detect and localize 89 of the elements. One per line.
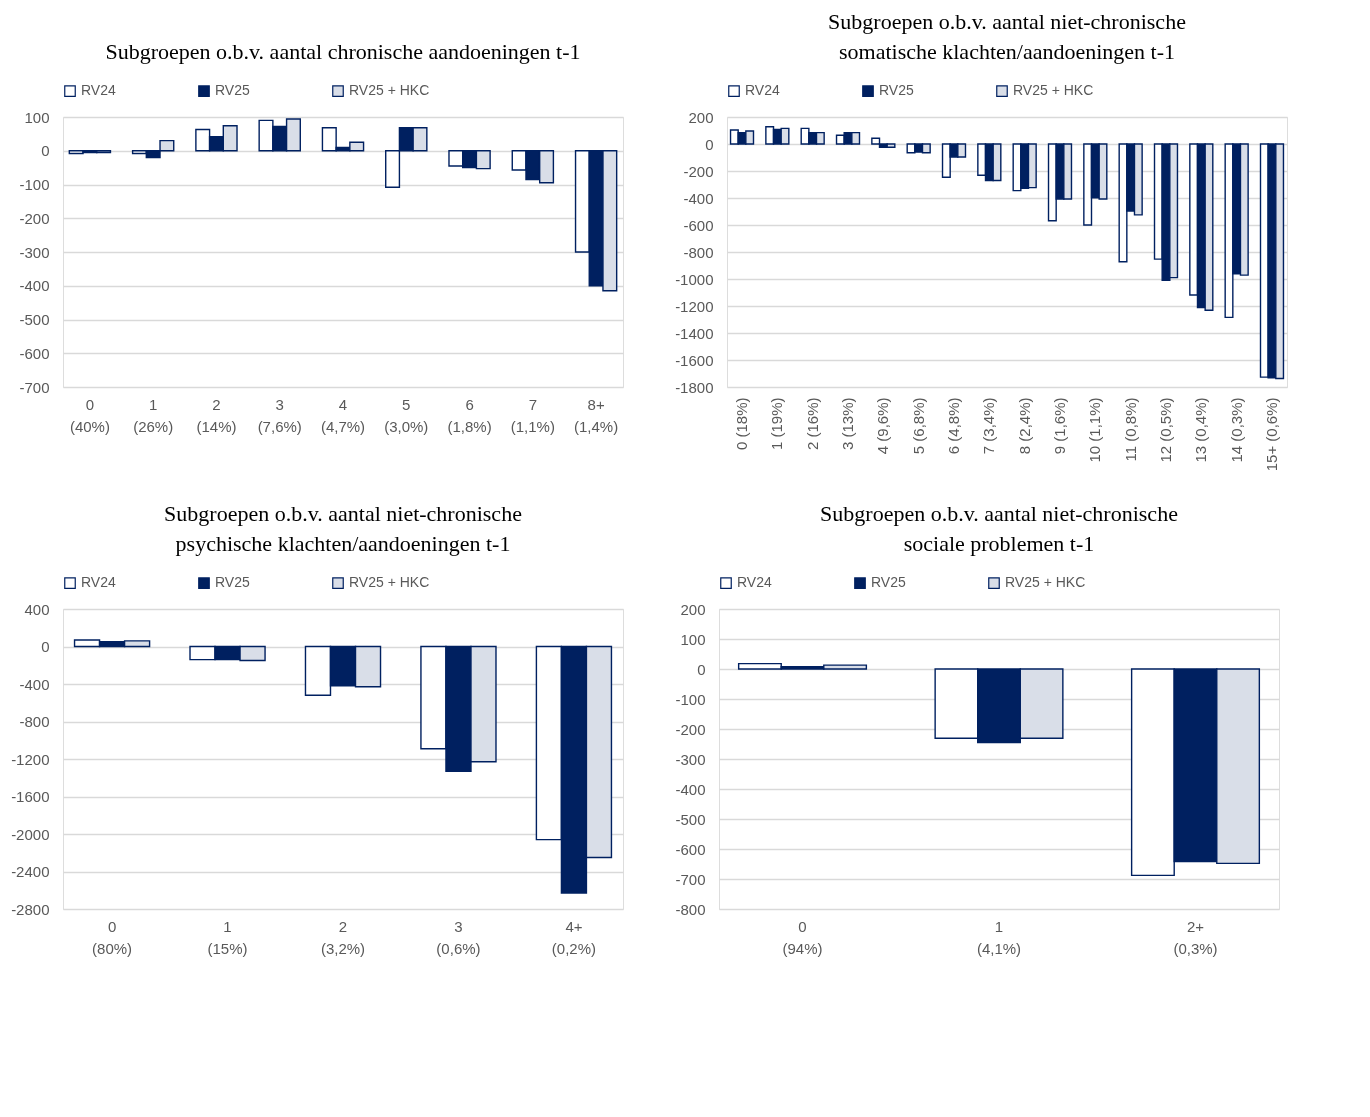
x-tick-label: 1 (26%) bbox=[133, 395, 174, 435]
x-tick-label: 2+ (0,3%) bbox=[1173, 917, 1218, 957]
x-tick-label: 1 (4,1%) bbox=[976, 917, 1022, 957]
y-tick-label: 400 bbox=[24, 600, 50, 618]
y-tick-label: 200 bbox=[688, 108, 714, 126]
y-tick-label: 0 bbox=[41, 142, 50, 160]
y-tick-label: -400 bbox=[675, 780, 706, 798]
y-tick-label: 0 bbox=[705, 135, 714, 153]
x-tick-label: 3 (7,6%) bbox=[257, 395, 302, 435]
x-tick-label: 2 (3,2%) bbox=[320, 917, 366, 957]
y-tick-label: -400 bbox=[19, 675, 50, 693]
x-tick-label: 1 (15%) bbox=[207, 917, 248, 957]
x-tick-label: 15+ (0,6%) bbox=[1262, 397, 1280, 472]
x-tick-label: 0 (18%) bbox=[733, 397, 751, 451]
x-tick-label: 5 (6,8%) bbox=[909, 397, 927, 455]
y-tick-label: -800 bbox=[675, 900, 706, 918]
x-tick-label: 13 (0,4%) bbox=[1192, 397, 1210, 463]
x-tick-label: 3 (13%) bbox=[839, 397, 857, 451]
y-tick-label: -200 bbox=[683, 162, 714, 180]
y-tick-label: -1400 bbox=[675, 324, 714, 342]
x-tick-label: 9 (1,6%) bbox=[1051, 397, 1068, 455]
legend-label: RV24 bbox=[745, 82, 780, 99]
y-tick-label: -500 bbox=[19, 311, 50, 328]
x-tick-label: 4 (4,7%) bbox=[320, 395, 366, 435]
y-tick-label: -1800 bbox=[675, 378, 714, 396]
y-tick-label: 0 bbox=[41, 638, 50, 655]
y-tick-label: -400 bbox=[683, 189, 714, 207]
x-tick-label: 5 (3,0%) bbox=[384, 395, 429, 435]
chart-title: Subgroepen o.b.v. aantal niet-chronische somatische klachten/aandoeningen t-1 bbox=[828, 9, 1186, 64]
y-tick-label: -100 bbox=[675, 690, 706, 708]
y-tick-label: 100 bbox=[680, 630, 706, 648]
y-tick-label: -600 bbox=[675, 840, 706, 858]
x-tick-label: 2 (16%) bbox=[803, 397, 821, 451]
x-tick-label: 2 (14%) bbox=[196, 395, 237, 435]
y-tick-label: -300 bbox=[19, 243, 50, 261]
y-tick-label: -600 bbox=[683, 216, 714, 234]
y-tick-label: -1600 bbox=[675, 351, 714, 369]
y-tick-label: -1200 bbox=[675, 297, 714, 315]
x-tick-label: 11 (0,8%) bbox=[1121, 397, 1139, 462]
x-tick-label: 7 (3,4%) bbox=[980, 397, 998, 455]
x-tick-label: 0 (40%) bbox=[69, 395, 110, 435]
legend-label: RV25 bbox=[879, 82, 914, 99]
x-tick-label: 6 (4,8%) bbox=[945, 397, 962, 455]
x-tick-label: 12 (0,5%) bbox=[1156, 397, 1174, 463]
chart-title: Subgroepen o.b.v. aantal niet-chronische sociale problemen t-1 bbox=[820, 501, 1178, 556]
chart-title: Subgroepen o.b.v. aantal niet-chronische psychische klachten/aandoeningen t-1 bbox=[164, 501, 522, 556]
y-tick-label: -300 bbox=[675, 750, 706, 768]
y-tick-label: -1200 bbox=[11, 750, 50, 768]
x-tick-label: 10 (1,1%) bbox=[1086, 397, 1104, 463]
legend-label: RV25 bbox=[215, 574, 250, 591]
y-tick-label: -200 bbox=[675, 720, 706, 738]
y-tick-label: 0 bbox=[697, 660, 706, 678]
y-tick-label: -2800 bbox=[11, 900, 50, 918]
x-tick-label: 8+ (1,4%) bbox=[574, 395, 619, 435]
y-tick-label: -700 bbox=[675, 870, 706, 888]
x-tick-label: 8 (2,4%) bbox=[1015, 397, 1033, 455]
legend-label: RV25 + HKC bbox=[349, 574, 430, 591]
y-tick-label: -800 bbox=[19, 713, 50, 730]
y-tick-label: -2400 bbox=[11, 863, 50, 880]
x-tick-label: 1 (19%) bbox=[768, 397, 786, 451]
legend-label: RV24 bbox=[737, 574, 772, 591]
y-tick-label: -500 bbox=[675, 810, 706, 828]
legend-label: RV24 bbox=[81, 82, 116, 99]
y-tick-label: -100 bbox=[19, 176, 50, 193]
y-tick-label: -1000 bbox=[675, 270, 714, 288]
x-tick-label: 4+ (0,2%) bbox=[551, 917, 597, 957]
legend-label: RV25 + HKC bbox=[349, 82, 430, 99]
y-tick-label: -400 bbox=[19, 277, 50, 295]
x-tick-label: 14 (0,3%) bbox=[1227, 397, 1245, 463]
y-tick-label: -800 bbox=[683, 243, 714, 261]
legend-label: RV24 bbox=[81, 574, 116, 591]
legend-label: RV25 bbox=[215, 82, 250, 99]
y-tick-label: -600 bbox=[19, 344, 50, 362]
y-tick-label: -1600 bbox=[11, 788, 50, 805]
legend-label: RV25 + HKC bbox=[1013, 82, 1094, 99]
x-tick-label: 6 (1,8%) bbox=[447, 395, 492, 435]
chart-title: Subgroepen o.b.v. aantal chronische aandoeningen t-1 bbox=[105, 39, 581, 64]
y-tick-label: -700 bbox=[19, 378, 50, 396]
x-tick-label: 0 (80%) bbox=[92, 917, 133, 957]
x-tick-label: 4 (9,6%) bbox=[874, 397, 892, 455]
legend-label: RV25 bbox=[871, 574, 906, 591]
y-tick-label: -200 bbox=[19, 209, 50, 227]
y-tick-label: 100 bbox=[24, 108, 50, 126]
legend-label: RV25 + HKC bbox=[1005, 574, 1086, 591]
y-tick-label: 200 bbox=[680, 600, 706, 618]
x-tick-label: 7 (1,1%) bbox=[510, 395, 555, 435]
x-tick-label: 0 (94%) bbox=[782, 917, 823, 957]
y-tick-label: -2000 bbox=[11, 825, 50, 843]
x-tick-label: 3 (0,6%) bbox=[436, 917, 481, 957]
